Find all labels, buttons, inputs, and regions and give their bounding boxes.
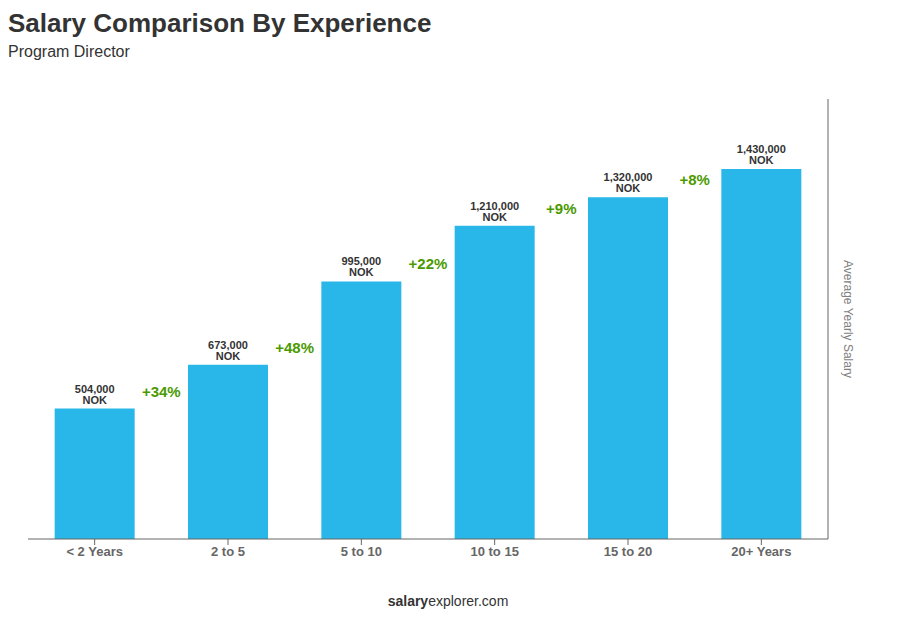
svg-text:+34%: +34% [142, 383, 181, 400]
html-text:salary explorer.com: salary explorer.com [387, 593, 509, 609]
svg-text:5 to 10: 5 to 10 [341, 544, 382, 559]
svg-text:1,320,000NOK: 1,320,000NOK [604, 171, 653, 194]
svg-text:20+ Years: 20+ Years [731, 544, 791, 559]
html-text:Salary Comparison By Experienc: Salary Comparison By Experience [8, 8, 432, 38]
svg-text:504,000NOK: 504,000NOK [75, 383, 115, 406]
svg-text:10 to 15: 10 to 15 [470, 544, 518, 559]
svg-text:2 to 5: 2 to 5 [211, 544, 245, 559]
svg-text:+8%: +8% [679, 171, 709, 188]
svg-text:1,210,000NOK: 1,210,000NOK [470, 200, 519, 223]
svg-text:+9%: +9% [546, 200, 576, 217]
svg-text:+48%: +48% [275, 339, 314, 356]
svg-text:15 to 20: 15 to 20 [604, 544, 652, 559]
svg-text:Average Yearly Salary: Average Yearly Salary [841, 260, 855, 378]
svg-text:< 2 Years: < 2 Years [66, 544, 123, 559]
html-text:Program Director: Program Director [8, 43, 130, 60]
svg-text:+22%: +22% [409, 255, 448, 272]
svg-text:995,000NOK: 995,000NOK [341, 255, 381, 278]
svg-text:1,430,000NOK: 1,430,000NOK [737, 143, 786, 166]
svg-text:673,000NOK: 673,000NOK [208, 339, 248, 362]
